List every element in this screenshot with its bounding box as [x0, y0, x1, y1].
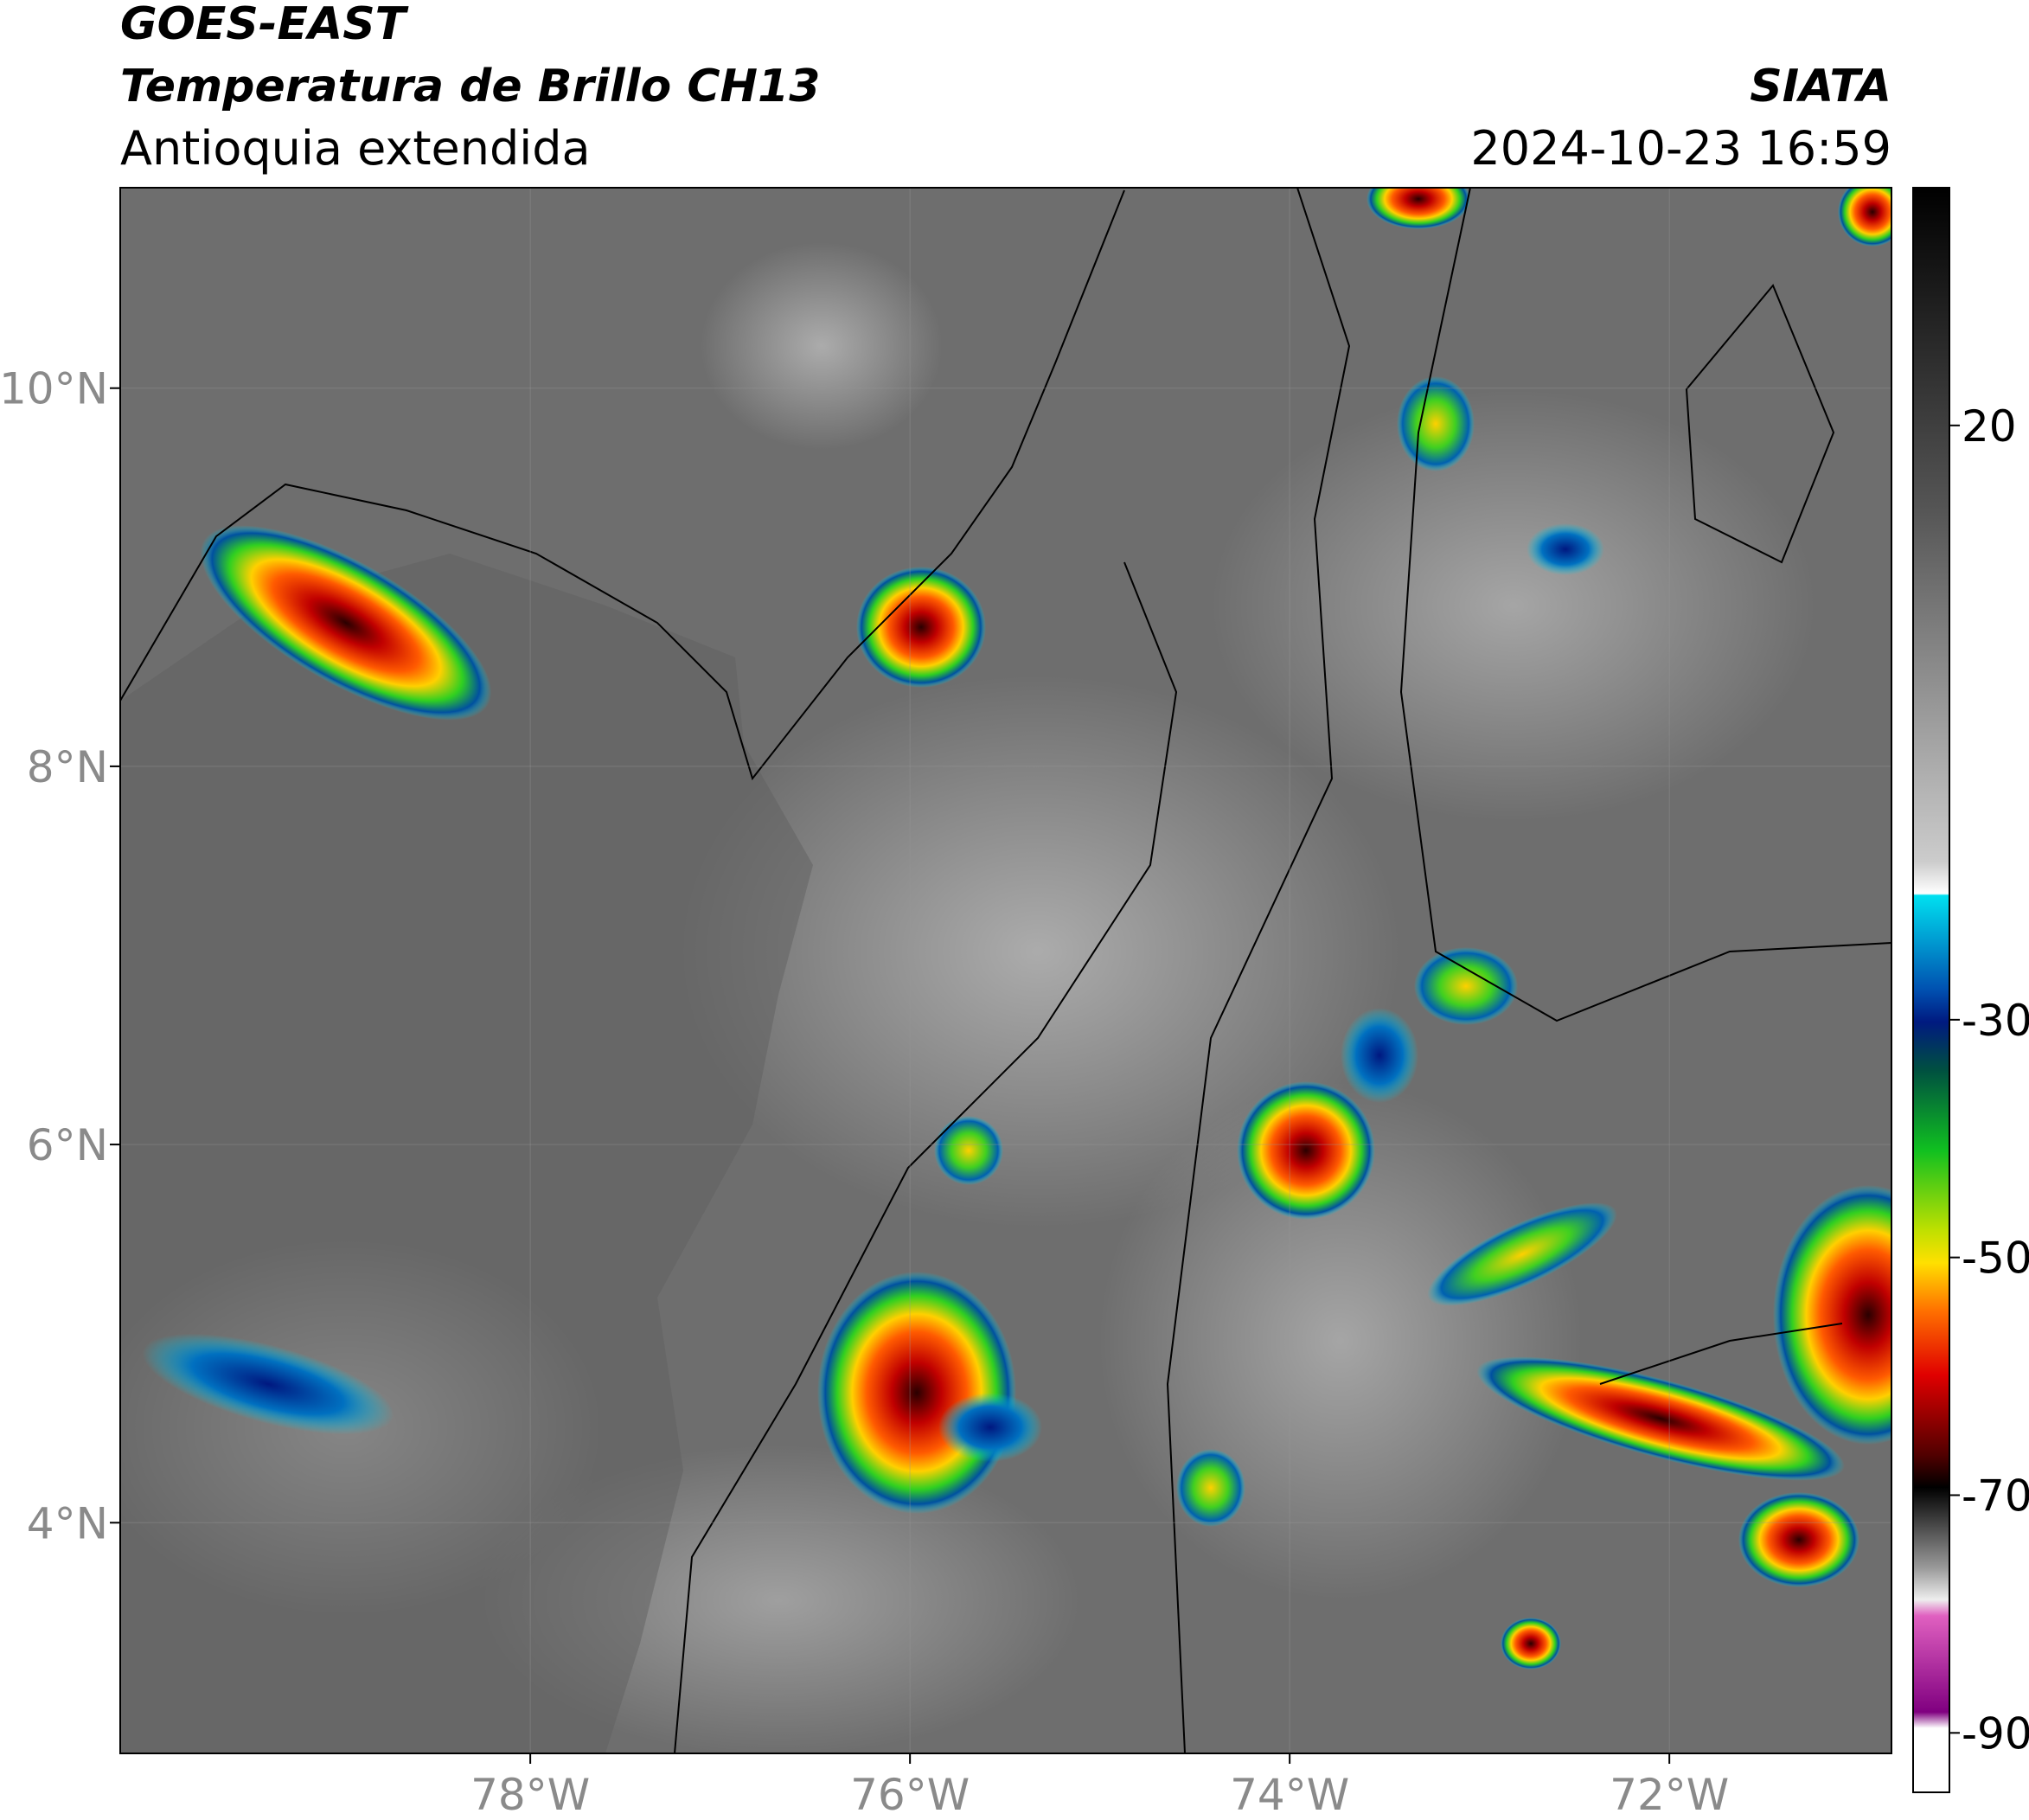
colorbar-tick-label: -90 [1962, 1708, 2029, 1759]
colorbar-tick-label: -50 [1962, 1234, 2029, 1284]
map-frame [119, 187, 1892, 1754]
lat-tick-label: 8°N [27, 742, 108, 792]
lat-tick-label: 4°N [27, 1498, 108, 1548]
lon-tick-label: 74°W [1230, 1770, 1349, 1817]
datetime: 2024-10-23 16:59 [1470, 121, 1891, 176]
colorbar-tick-label: -70 [1962, 1471, 2029, 1521]
lat-tick-label: 10°N [0, 364, 108, 414]
colorbar-tick-label: 20 [1962, 401, 2017, 452]
colorbar [1912, 187, 1950, 1793]
colorbar-tick-label: -30 [1962, 996, 2029, 1046]
map-image [120, 188, 1891, 1753]
product: Temperatura de Brillo CH13 [120, 61, 820, 112]
lon-tick-label: 76°W [850, 1770, 970, 1817]
lat-tick-label: 6°N [27, 1120, 108, 1170]
lon-tick-label: 72°W [1610, 1770, 1729, 1817]
satellite: GOES-EAST [120, 0, 409, 50]
lon-tick-label: 78°W [470, 1770, 590, 1817]
source: SIATA [1750, 61, 1891, 112]
region: Antioquia extendida [120, 121, 591, 176]
